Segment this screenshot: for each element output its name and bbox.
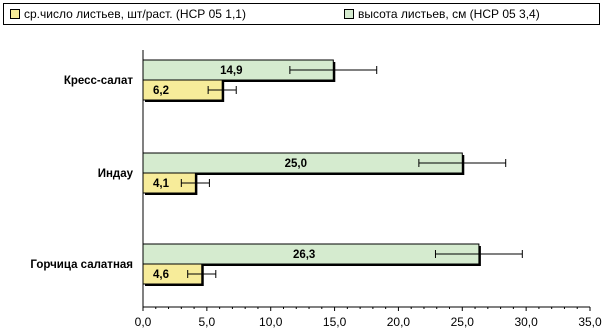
legend-item-leaves-count: ср.число листьев, шт/раст. (НСР 05 1,1) [10, 7, 246, 21]
x-tick-label: 20,0 [387, 315, 411, 329]
x-tick-label: 10,0 [259, 315, 283, 329]
legend: ср.число листьев, шт/раст. (НСР 05 1,1) … [3, 3, 600, 25]
category-label: Кресс-салат [64, 75, 134, 87]
data-label-leaf-height: 26,3 [293, 249, 315, 261]
x-tick-label: 25,0 [451, 315, 475, 329]
legend-swatch-leaves-count [10, 8, 20, 19]
category-label: Горчица салатная [30, 259, 133, 271]
legend-swatch-leaf-height [344, 8, 354, 19]
x-axis: 0,0 5,0 10,0 15,0 20,0 25,0 30,0 35,0 [135, 50, 602, 329]
category-labels: Кресс-салат Индау Горчица салатная [30, 75, 133, 271]
x-tick-label: 15,0 [323, 315, 347, 329]
data-label-leaf-height: 25,0 [285, 158, 307, 170]
category-label: Индау [98, 168, 134, 180]
data-label-leaf-height: 14,9 [220, 65, 242, 77]
legend-item-leaf-height: высота листьев, см (НСР 05 3,4) [344, 7, 540, 21]
x-tick-label: 0,0 [135, 315, 152, 329]
x-tick-label: 30,0 [514, 315, 538, 329]
x-tick-label: 5,0 [199, 315, 216, 329]
x-tick-label: 35,0 [578, 315, 602, 329]
legend-label-leaf-height: высота листьев, см (НСР 05 3,4) [358, 7, 540, 21]
data-label-leaves-count: 4,6 [153, 269, 169, 281]
data-label-leaves-count: 4,1 [153, 178, 170, 190]
legend-label-leaves-count: ср.число листьев, шт/раст. (НСР 05 1,1) [24, 7, 246, 21]
plot-area: 14,9 6,2 25,0 4,1 26,3 4,6 [142, 59, 523, 286]
data-label-leaves-count: 6,2 [153, 85, 169, 97]
